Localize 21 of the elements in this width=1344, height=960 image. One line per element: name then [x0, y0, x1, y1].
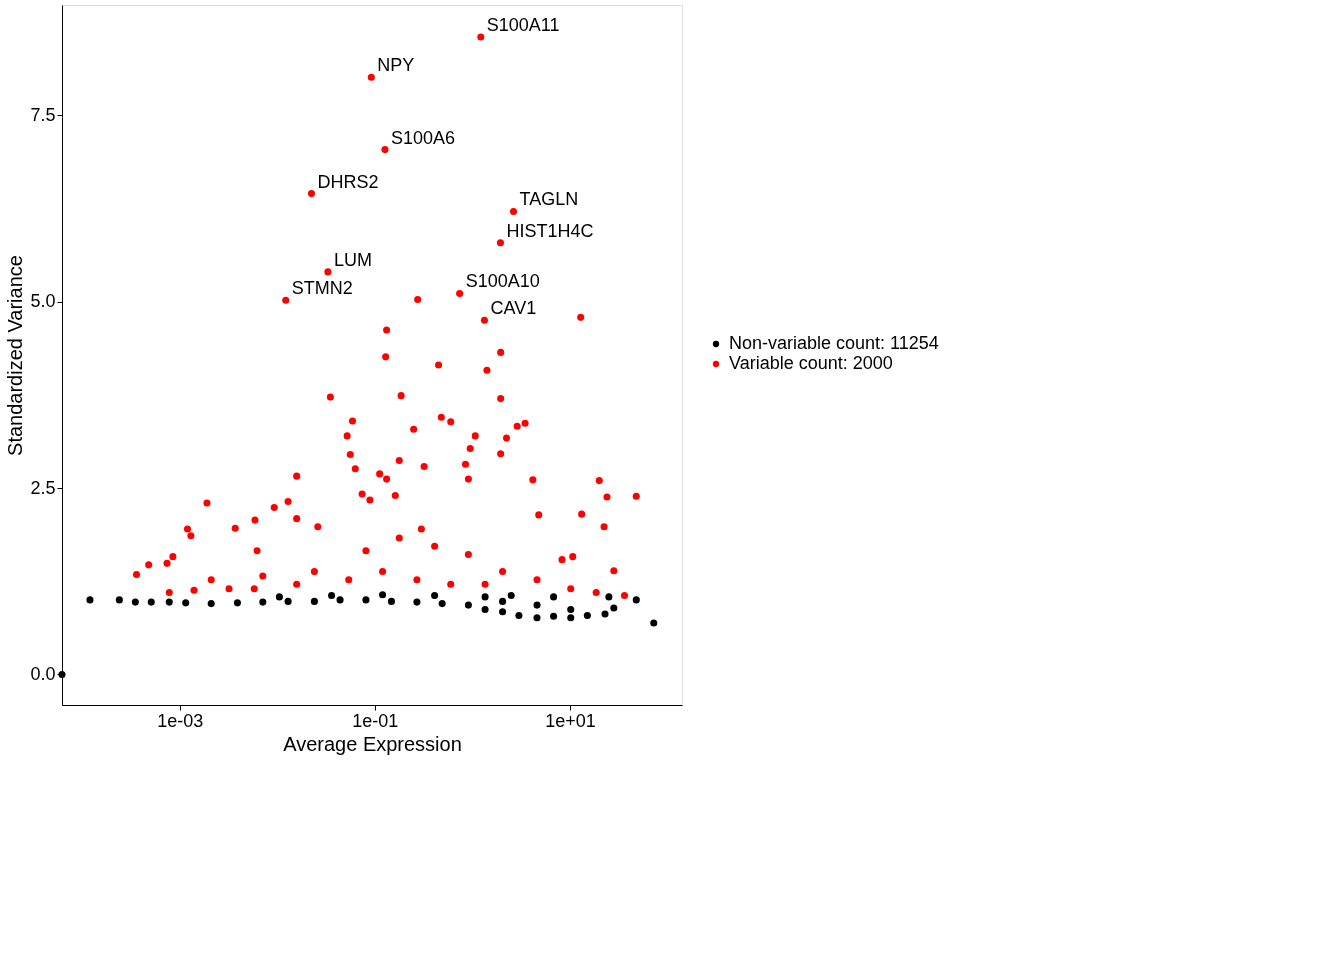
y-tick-label: 2.5 [30, 477, 56, 498]
legend-label: Non-variable count: 11254 [729, 333, 939, 353]
y-tick-label: 0.0 [30, 663, 56, 684]
y-tick-label: 5.0 [30, 291, 56, 312]
x-axis-title: Average Expression [283, 732, 462, 755]
annotation: LUM [333, 249, 372, 270]
annotation: S100A11 [486, 15, 560, 36]
y-tick-label: 7.5 [30, 104, 56, 125]
annotation: CAV1 [490, 298, 537, 319]
annotation: NPY [377, 55, 415, 76]
legend-label: Variable count: 2000 [729, 353, 893, 373]
annotation: DHRS2 [317, 171, 379, 192]
y-axis-title: Standardized Variance [4, 255, 27, 456]
annotation: S100A6 [390, 127, 456, 148]
annotation: STMN2 [291, 278, 353, 299]
annotation: TAGLN [519, 189, 579, 210]
annotation: S100A10 [465, 271, 540, 292]
x-tick-label: 1e-01 [352, 710, 399, 731]
x-tick-label: 1e+01 [545, 710, 596, 731]
x-tick-label: 1e-03 [157, 710, 204, 731]
annotation: HIST1H4C [506, 220, 594, 241]
